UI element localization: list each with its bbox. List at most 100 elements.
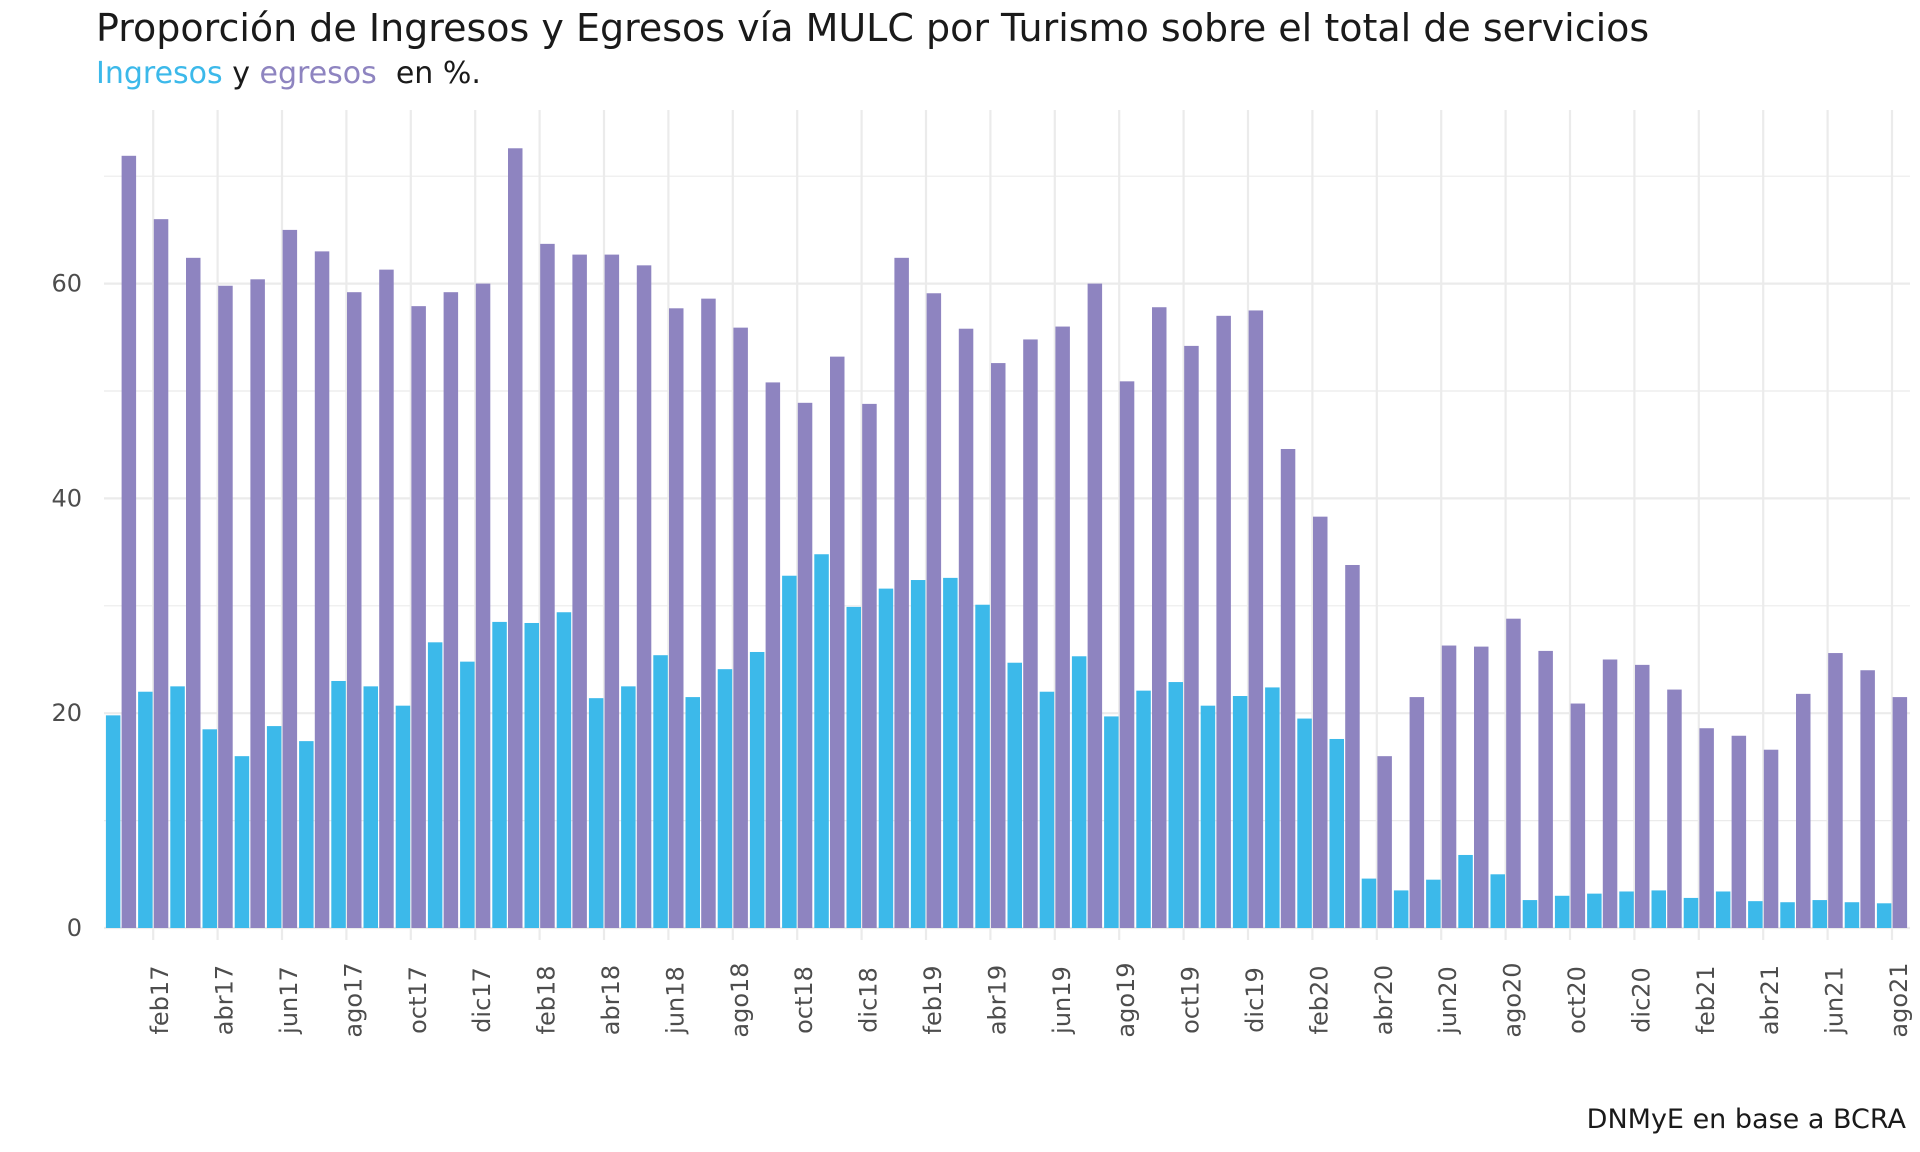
x-tick-label: oct18 [790,966,818,1034]
x-tick-label: ago19 [1112,962,1140,1037]
bar-egresos [1667,689,1682,928]
x-tick-label: feb19 [919,966,947,1035]
bar-ingresos [1458,854,1473,928]
x-tick-label: abr21 [1756,965,1784,1035]
bar-egresos [1409,697,1425,928]
bar-ingresos [621,686,636,928]
bar-egresos [1570,703,1586,928]
y-tick-label: 0 [67,914,82,942]
chart-subtitle: Ingresos y egresos en %. [96,56,481,91]
bar-ingresos [1715,891,1731,928]
bar-ingresos [202,729,217,928]
bar-ingresos [717,669,733,928]
y-tick-label: 60 [51,270,82,298]
bar-egresos [1828,653,1843,928]
bar-egresos [1506,618,1521,928]
bar-ingresos [234,756,250,928]
bar-ingresos [1039,691,1055,928]
x-tick-label: oct20 [1563,966,1591,1034]
bar-egresos [186,257,201,929]
x-tick-label: feb20 [1305,966,1333,1035]
x-tick-label: ago20 [1499,962,1527,1037]
bar-ingresos [331,680,346,928]
x-tick-label: oct19 [1177,966,1205,1034]
bar-ingresos [975,604,990,928]
bar-egresos [830,356,845,929]
bar-ingresos [588,698,604,928]
bar-ingresos [749,651,765,928]
bar-egresos [797,402,813,929]
bar-ingresos [685,697,700,928]
bar-ingresos [1071,656,1087,928]
bar-egresos [121,155,137,928]
bar-egresos [1119,381,1135,929]
bar-ingresos [1007,662,1022,928]
bar-ingresos [1619,891,1634,928]
bar-ingresos [1265,687,1280,928]
x-tick-label: jun18 [661,966,689,1035]
bar-ingresos [846,606,861,928]
x-tick-label: abr20 [1370,965,1398,1035]
bar-ingresos [1104,716,1119,928]
bar-ingresos [1683,897,1699,928]
bar-ingresos [299,741,314,928]
bar-egresos [1377,756,1392,928]
bar-egresos [250,279,265,929]
bar-egresos [1345,564,1360,928]
x-tick-label: dic20 [1627,967,1655,1033]
bar-egresos [636,265,652,928]
bar-ingresos [1651,890,1666,928]
bar-ingresos [1748,901,1763,928]
bar-egresos [508,148,523,928]
x-tick-label: feb21 [1692,966,1720,1035]
subtitle-egresos: egresos [259,56,377,91]
source-caption: DNMyE en base a BCRA [1586,1104,1906,1135]
x-tick-label: dic19 [1241,967,1269,1033]
bar-egresos [1441,645,1457,928]
bar-egresos [894,257,909,929]
x-tick-label: abr18 [597,965,625,1035]
bar-egresos [1796,693,1811,928]
bar-ingresos [1522,900,1538,928]
x-tick-label: feb18 [533,966,561,1035]
bar-ingresos [1393,890,1409,928]
bar-egresos [1892,697,1908,928]
bar-egresos [1055,326,1070,928]
bar-egresos [1538,650,1553,928]
x-tick-label: abr19 [983,965,1011,1035]
x-tick-label: oct17 [404,966,432,1034]
bar-egresos [991,363,1006,928]
bar-ingresos [492,621,507,928]
x-tick-label: ago18 [726,962,754,1037]
bar-ingresos [814,554,829,928]
bar-ingresos [878,588,894,928]
bar-ingresos [524,622,539,928]
x-tick-label: jun17 [275,966,303,1035]
bar-ingresos [138,691,153,928]
x-tick-label: dic18 [855,967,883,1033]
bar-egresos [218,285,233,928]
bar-egresos [1152,307,1167,928]
chart-title: Proporción de Ingresos y Egresos vía MUL… [96,6,1650,50]
bar-ingresos [1812,900,1827,928]
bar-egresos [1602,659,1618,928]
bar-ingresos [910,580,926,928]
bar-egresos [1216,315,1231,928]
bar-egresos [733,327,748,928]
bar-ingresos [943,577,958,928]
bar-egresos [1280,448,1296,928]
bar-egresos [153,219,169,928]
bar-egresos [701,298,716,928]
bar-ingresos [427,642,443,928]
bar-egresos [1184,345,1199,929]
bar-ingresos [363,686,378,928]
bar-egresos [314,251,330,928]
bar-ingresos [1200,705,1216,928]
bar-ingresos [1136,690,1151,928]
x-tick-label: dic17 [468,967,496,1033]
bar-egresos [765,382,781,929]
bars [105,148,1908,929]
bar-ingresos [1490,874,1505,928]
bar-egresos [1731,735,1747,928]
bar-ingresos [1844,902,1860,928]
